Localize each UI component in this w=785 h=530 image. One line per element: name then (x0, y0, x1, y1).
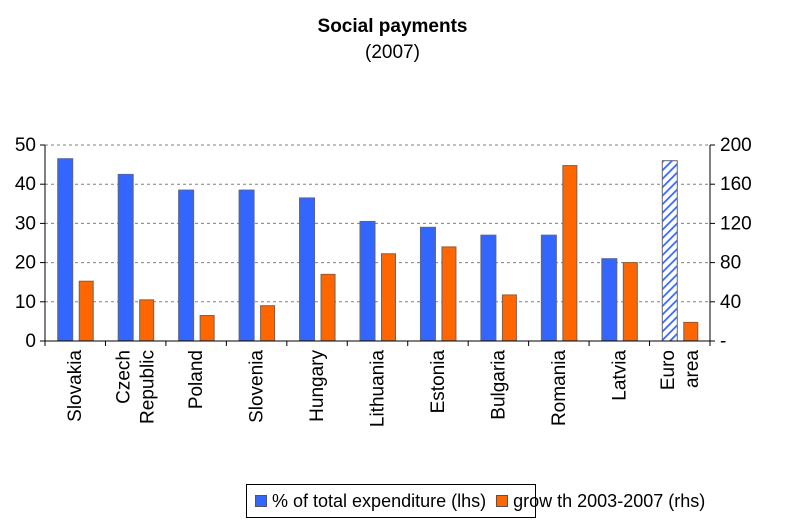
left-tick-label: 10 (15, 292, 36, 313)
left-tick-label: 20 (15, 253, 36, 274)
left-tick-label: 40 (15, 174, 36, 195)
left-tick-label: 30 (15, 213, 36, 234)
bar-expenditure (359, 220, 376, 342)
category-label: Estonia (428, 350, 449, 414)
bar-growth (622, 262, 638, 342)
bar-expenditure (601, 258, 618, 342)
gridlines (45, 144, 710, 303)
category-label: Lithuania (368, 350, 389, 428)
category-label: Romania (549, 350, 570, 426)
bar-growth (683, 321, 699, 342)
legend: % of total expenditure (lhs) grow th 200… (246, 484, 705, 518)
left-tick-label: 0 (25, 331, 36, 352)
bar-expenditure (178, 189, 195, 342)
bars (57, 158, 699, 342)
legend-item-growth: grow th 2003-2007 (rhs) (496, 491, 705, 512)
legend-label-growth: grow th 2003-2007 (rhs) (513, 490, 706, 511)
bar-growth (320, 273, 336, 342)
legend-swatch-orange (496, 495, 509, 507)
category-label: Euro (658, 350, 679, 390)
legend-item-expenditure: % of total expenditure (lhs) (255, 491, 486, 512)
bar-growth (562, 165, 578, 342)
bar-growth (139, 299, 155, 342)
legend-swatch-blue (255, 495, 267, 507)
right-tick-label: 120 (720, 213, 752, 234)
bar-growth (199, 315, 215, 342)
bar-growth (260, 305, 276, 342)
bar-expenditure (661, 160, 678, 342)
chart-title: Social payments (317, 16, 468, 37)
right-tick-label: 200 (720, 135, 752, 156)
category-label: Latvia (609, 350, 630, 401)
bar-expenditure (238, 189, 255, 342)
bar-expenditure (57, 158, 74, 342)
category-label: Bulgaria (488, 350, 509, 420)
category-label: Hungary (307, 350, 328, 422)
category-label: Slovenia (247, 350, 268, 423)
bar-expenditure (480, 234, 497, 342)
category-label: Czech (114, 350, 135, 404)
category-label: area (682, 350, 703, 388)
right-tick-label: 160 (720, 174, 752, 195)
right-tick-label: 80 (720, 253, 741, 274)
axes (40, 144, 715, 346)
category-label: Slovakia (65, 350, 86, 422)
right-tick-label: 40 (720, 292, 741, 313)
legend-label-expenditure: % of total expenditure (lhs) (272, 490, 487, 511)
left-tick-label: 50 (15, 135, 36, 156)
bar-growth (381, 253, 396, 342)
bar-expenditure (540, 234, 557, 342)
bar-expenditure (117, 173, 134, 342)
category-label: Republic (138, 350, 159, 424)
bar-growth (78, 280, 94, 342)
bar-chart: 0 - 10 40 20 80 30 120 40 160 50 200 Slovakia Czech Re… (15, 135, 752, 427)
chart-subtitle: (2007) (365, 42, 420, 63)
bar-growth (501, 294, 517, 342)
category-label: Poland (186, 350, 207, 409)
tick-labels: 0 - 10 40 20 80 30 120 40 160 50 200 Slovakia Czech Re… (15, 135, 752, 427)
bar-expenditure (299, 197, 316, 342)
bar-growth (441, 246, 457, 342)
right-tick-label: - (720, 331, 726, 352)
bar-expenditure (419, 226, 436, 342)
